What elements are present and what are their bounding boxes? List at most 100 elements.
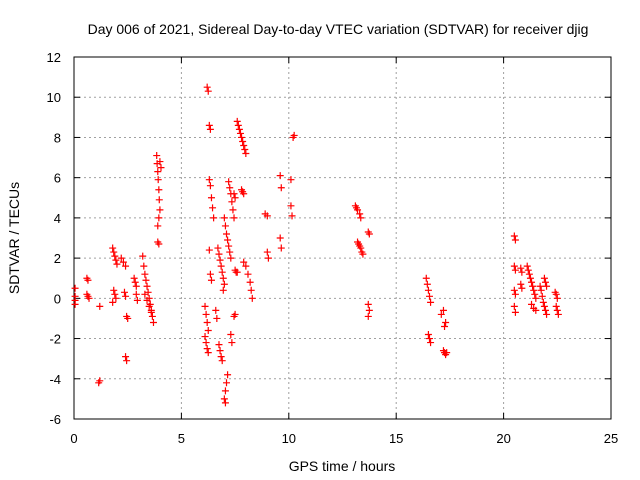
data-point	[144, 283, 151, 290]
data-point	[231, 214, 238, 221]
data-point	[426, 293, 433, 300]
data-point	[553, 303, 560, 310]
data-point	[277, 235, 284, 242]
data-point	[217, 347, 224, 354]
data-point	[222, 399, 229, 406]
data-point	[155, 186, 162, 193]
data-point	[210, 214, 217, 221]
data-point	[123, 357, 130, 364]
data-point	[526, 271, 533, 278]
data-point	[207, 182, 214, 189]
y-tick-label: 10	[47, 90, 61, 105]
data-point	[555, 311, 562, 318]
data-point	[142, 277, 149, 284]
data-point	[365, 301, 372, 308]
data-point	[228, 339, 235, 346]
data-point	[239, 138, 246, 145]
data-point	[441, 323, 448, 330]
data-point	[244, 271, 251, 278]
data-point	[542, 307, 549, 314]
x-tick-label: 0	[70, 431, 77, 446]
data-point	[512, 309, 519, 316]
y-tick-label: -4	[49, 372, 61, 387]
data-point	[112, 295, 119, 302]
data-point	[205, 327, 212, 334]
data-point	[111, 253, 118, 260]
y-tick-label: 8	[54, 130, 61, 145]
x-tick-label: 5	[178, 431, 185, 446]
data-point	[214, 245, 221, 252]
data-point	[72, 301, 79, 308]
data-point	[511, 263, 518, 270]
data-point	[221, 214, 228, 221]
data-point	[278, 184, 285, 191]
data-point	[227, 255, 234, 262]
data-point	[527, 275, 534, 282]
data-point	[204, 319, 211, 326]
data-point	[157, 164, 164, 171]
data-point	[529, 283, 536, 290]
data-point	[543, 283, 550, 290]
data-point	[212, 307, 219, 314]
data-point	[425, 287, 432, 294]
data-point	[427, 339, 434, 346]
data-point	[512, 291, 519, 298]
data-points	[72, 84, 562, 407]
data-point	[554, 295, 561, 302]
data-point	[531, 291, 538, 298]
data-point	[213, 315, 220, 322]
data-point	[248, 287, 255, 294]
data-point	[215, 251, 222, 258]
data-point	[511, 303, 518, 310]
data-point	[223, 230, 230, 237]
data-point	[543, 311, 550, 318]
data-point	[538, 287, 545, 294]
data-point	[425, 331, 432, 338]
data-point	[154, 168, 161, 175]
data-point	[524, 263, 531, 270]
data-point	[242, 150, 249, 157]
data-point	[237, 130, 244, 137]
data-point	[132, 279, 139, 286]
data-point	[423, 275, 430, 282]
data-point	[208, 194, 215, 201]
data-point	[365, 313, 372, 320]
data-point	[133, 291, 140, 298]
data-point	[224, 371, 231, 378]
y-tick-label: 12	[47, 50, 61, 65]
data-point	[150, 319, 157, 326]
data-point	[204, 345, 211, 352]
data-point	[109, 299, 116, 306]
x-tick-label: 15	[389, 431, 403, 446]
data-point	[234, 118, 241, 125]
data-point	[222, 222, 229, 229]
data-point	[207, 271, 214, 278]
data-point	[122, 353, 129, 360]
data-point	[236, 126, 243, 133]
y-tick-label: -6	[49, 412, 61, 427]
data-point	[205, 349, 212, 356]
data-point	[209, 204, 216, 211]
data-point	[238, 134, 245, 141]
data-point	[518, 285, 525, 292]
data-point	[223, 379, 230, 386]
data-point	[225, 243, 232, 250]
data-point	[512, 237, 519, 244]
data-point	[207, 126, 214, 133]
data-point	[554, 307, 561, 314]
data-point	[442, 319, 449, 326]
data-point	[424, 281, 431, 288]
data-point	[113, 261, 120, 268]
y-tick-label: 6	[54, 171, 61, 186]
data-point	[228, 198, 235, 205]
data-point	[229, 206, 236, 213]
data-point	[154, 222, 161, 229]
data-point	[532, 295, 539, 302]
data-point	[366, 307, 373, 314]
data-point	[249, 295, 256, 302]
data-point	[156, 206, 163, 213]
data-point	[247, 279, 254, 286]
data-point	[278, 245, 285, 252]
data-point	[511, 287, 518, 294]
data-point	[541, 303, 548, 310]
